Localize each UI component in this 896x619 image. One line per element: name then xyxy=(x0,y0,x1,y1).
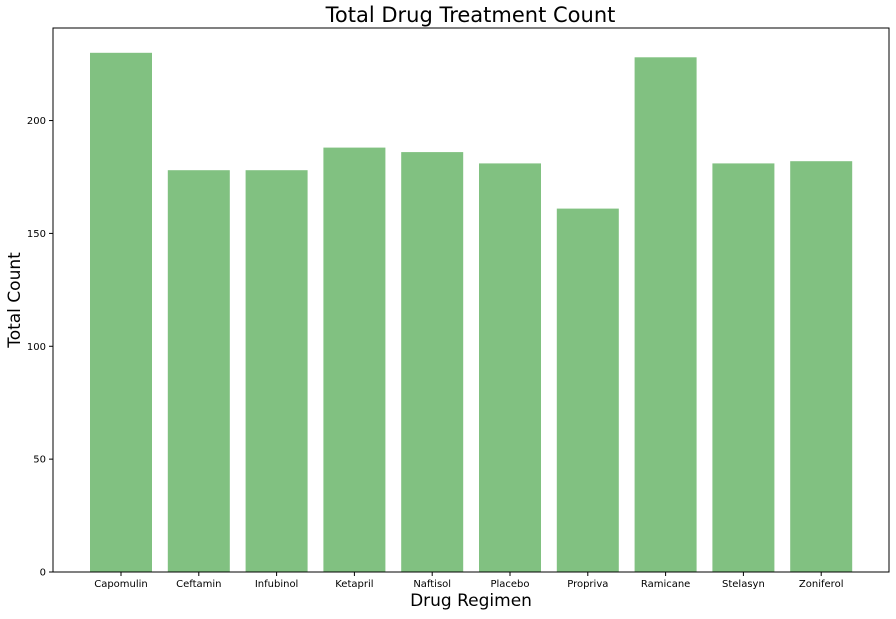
x-tick-label: Zoniferol xyxy=(799,579,844,590)
bars-group xyxy=(90,52,853,573)
bar-placebo xyxy=(479,163,541,572)
x-axis-label: Drug Regimen xyxy=(410,591,532,611)
y-tick-label: 100 xyxy=(27,342,46,353)
y-axis-label: Total Count xyxy=(5,252,25,349)
bar-zoniferol xyxy=(790,161,853,572)
chart-title: Total Drug Treatment Count xyxy=(325,3,616,27)
x-tick-label: Naftisol xyxy=(413,579,451,590)
bar-ceftamin xyxy=(167,170,230,572)
y-tick-label: 50 xyxy=(33,455,46,466)
x-tick-label: Propriva xyxy=(567,579,608,590)
bar-capomulin xyxy=(90,52,152,573)
x-tick-label: Infubinol xyxy=(255,579,299,590)
y-tick-label: 150 xyxy=(27,229,46,240)
bar-ketapril xyxy=(323,147,386,572)
x-tick-label: Ceftamin xyxy=(176,579,221,590)
x-tick-label: Ketapril xyxy=(335,579,373,590)
x-tick-label: Stelasyn xyxy=(722,579,765,590)
y-ticks-group: 0 50 100 150 200 xyxy=(27,116,53,579)
bar-infubinol xyxy=(245,170,308,572)
x-ticks-group: Capomulin Ceftamin Infubinol Ketapril Naftis… xyxy=(94,572,843,590)
x-tick-label: Capomulin xyxy=(94,579,148,590)
x-tick-label: Ramicane xyxy=(641,579,691,590)
bar-ramicane xyxy=(634,57,697,573)
bar-propriva xyxy=(556,208,619,572)
y-tick-label: 200 xyxy=(27,116,46,127)
bar-stelasyn xyxy=(712,163,775,572)
x-tick-label: Placebo xyxy=(490,579,529,590)
bar-naftisol xyxy=(401,152,464,572)
plot-frame xyxy=(52,27,890,573)
y-tick-label: 0 xyxy=(40,568,46,579)
